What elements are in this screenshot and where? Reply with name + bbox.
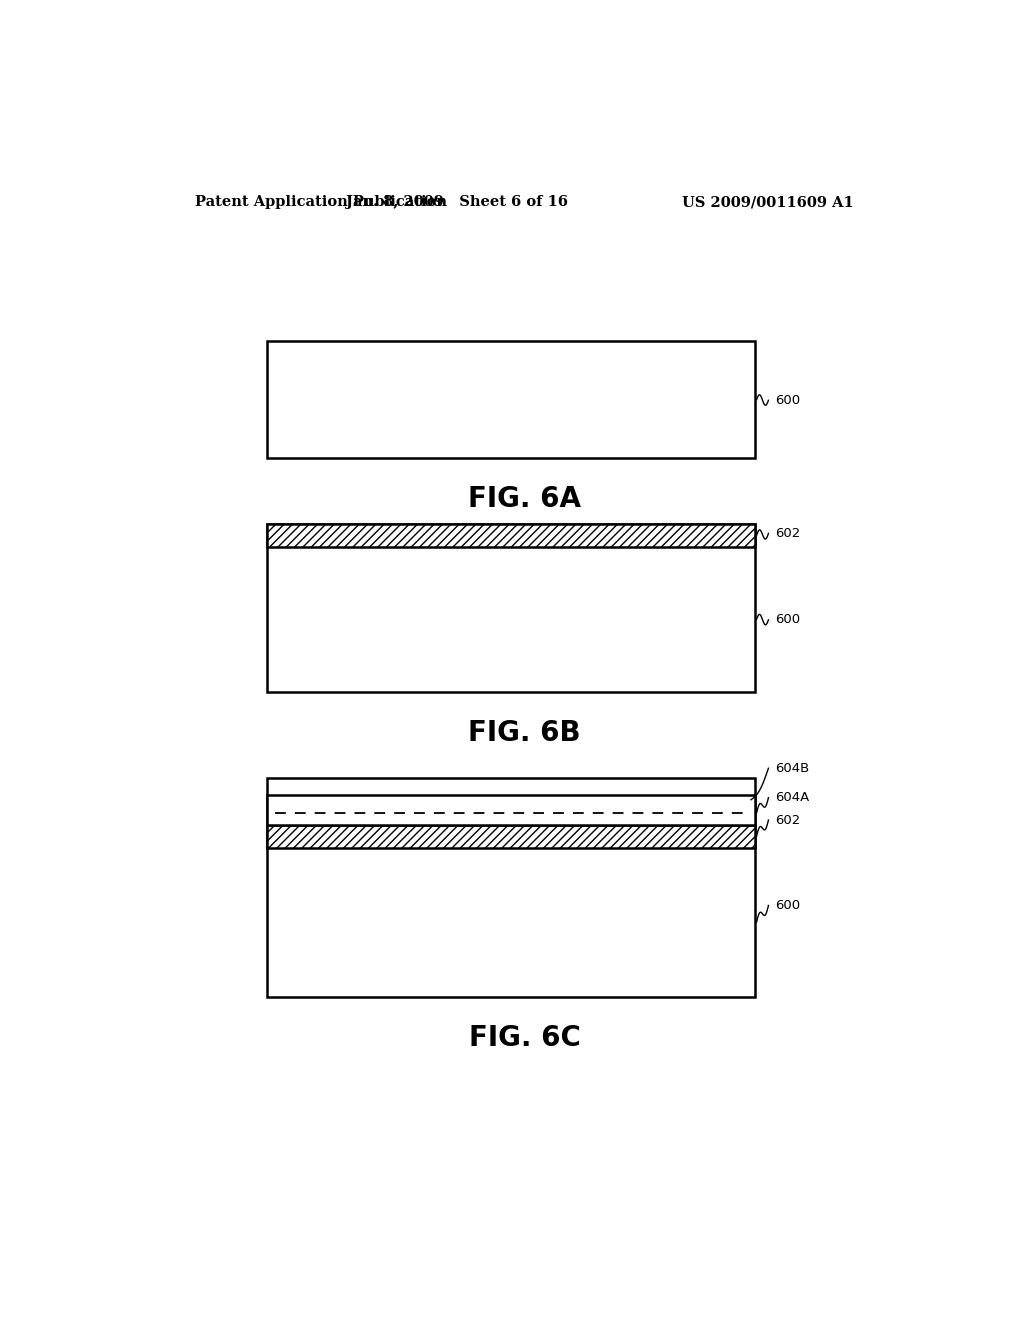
Text: FIG. 6B: FIG. 6B (469, 718, 581, 747)
Text: 600: 600 (775, 393, 800, 407)
Bar (267, 524, 755, 546)
Bar (267, 342, 755, 458)
Text: FIG. 6C: FIG. 6C (469, 1023, 581, 1052)
Bar (267, 524, 755, 692)
Text: Patent Application Publication: Patent Application Publication (196, 195, 447, 209)
Text: FIG. 6A: FIG. 6A (468, 484, 582, 513)
Text: 600: 600 (775, 614, 800, 627)
Bar (267, 779, 755, 997)
Bar (267, 825, 755, 847)
Bar (267, 795, 755, 825)
Text: Jan. 8, 2009   Sheet 6 of 16: Jan. 8, 2009 Sheet 6 of 16 (346, 195, 568, 209)
Text: 602: 602 (775, 813, 800, 826)
Text: 604A: 604A (775, 791, 809, 804)
Text: 600: 600 (775, 899, 800, 912)
Text: 604B: 604B (775, 762, 809, 775)
Text: US 2009/0011609 A1: US 2009/0011609 A1 (682, 195, 854, 209)
Text: 602: 602 (775, 527, 800, 540)
